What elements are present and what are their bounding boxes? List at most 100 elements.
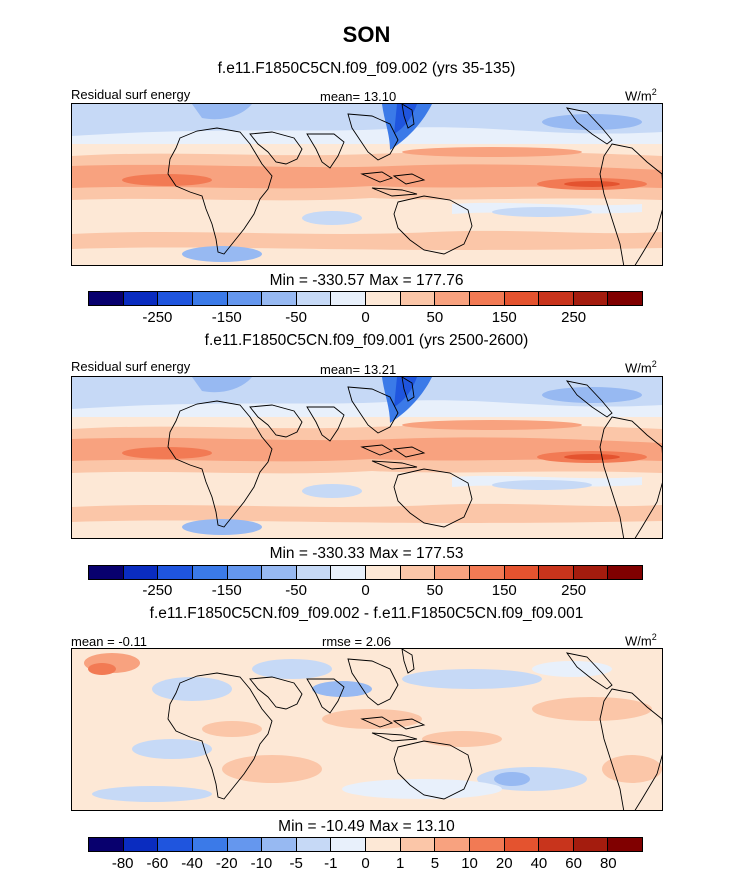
colorbar-swatch — [89, 292, 124, 305]
colorbar-swatch — [366, 292, 401, 305]
field-region — [322, 709, 422, 729]
colorbar-tick-label: 10 — [461, 855, 478, 872]
coastline — [360, 716, 426, 742]
colorbar-swatch — [608, 566, 642, 579]
colorbar-tick-label: 80 — [599, 855, 617, 872]
panel-1-mean-label: mean= 13.10 — [320, 89, 397, 104]
field-region — [402, 147, 582, 157]
panel-2-subtitle: f.e11.F1850C5CN.f09_f09.001 (yrs 2500-26… — [204, 332, 529, 349]
field-region — [72, 520, 662, 538]
panel-3-mean-label: mean = -0.11 — [71, 634, 148, 649]
coastline — [167, 127, 273, 255]
coastline — [306, 133, 345, 169]
colorbar-swatch — [539, 566, 574, 579]
coastline — [249, 676, 303, 710]
field-region — [132, 739, 212, 759]
coastline — [360, 444, 426, 470]
colorbar-swatch — [608, 292, 642, 305]
colorbar-tick-label: 150 — [491, 309, 517, 326]
colorbar-swatch — [469, 838, 505, 851]
field-region — [492, 480, 592, 490]
colorbar-swatch — [469, 292, 505, 305]
coastline — [249, 404, 303, 438]
colorbar-tick-label: -150 — [211, 309, 242, 326]
field-region — [342, 779, 502, 799]
colorbar-swatch — [539, 838, 574, 851]
colorbar-swatch — [504, 838, 540, 851]
field-region — [202, 721, 262, 737]
field-region — [382, 377, 432, 423]
field-region — [302, 211, 362, 225]
field-region — [494, 772, 530, 786]
field-region — [564, 181, 620, 187]
field-region — [122, 174, 212, 186]
field-region — [564, 454, 620, 460]
map-field-svg — [72, 104, 662, 265]
field-region — [382, 104, 432, 150]
colorbar-swatch — [296, 566, 332, 579]
coastline — [167, 400, 273, 528]
colorbar-tick-label: -250 — [142, 582, 173, 599]
colorbar-tick-label: -10 — [250, 855, 273, 872]
field-region — [394, 104, 417, 134]
colorbar-swatch — [192, 292, 228, 305]
colorbar-tick-label: 60 — [565, 855, 582, 872]
panel-3-colorbar — [88, 837, 643, 852]
coastline — [360, 171, 426, 197]
colorbar-swatch — [435, 292, 470, 305]
field-region — [72, 247, 662, 265]
panel-3-minmax: Min = -10.49 Max = 13.10 — [278, 818, 455, 835]
panel-3-units: W/m2 — [625, 632, 657, 649]
coastline — [306, 406, 345, 442]
coastline — [599, 688, 662, 810]
colorbar-tick-label: 40 — [530, 855, 548, 872]
field-region — [492, 207, 592, 217]
colorbar-swatch — [331, 838, 366, 851]
colorbar-swatch — [539, 292, 574, 305]
field-region — [92, 786, 212, 802]
field-region — [182, 519, 262, 535]
panel-2-mean-label: mean= 13.21 — [320, 362, 397, 377]
coastline — [565, 652, 613, 690]
colorbar-swatch — [435, 838, 470, 851]
colorbar-swatch — [262, 292, 297, 305]
panel-3-map — [71, 648, 663, 811]
colorbar-tick-label: -20 — [215, 855, 238, 872]
field-region — [182, 246, 262, 262]
colorbar-tick-label: -1 — [324, 855, 338, 872]
colorbar-swatch — [331, 292, 366, 305]
colorbar-swatch — [573, 838, 609, 851]
panel-2-minmax: Min = -330.33 Max = 177.53 — [269, 545, 464, 562]
field-region — [542, 387, 642, 403]
colorbar-tick-label: -60 — [146, 855, 169, 872]
colorbar-swatch — [504, 292, 540, 305]
field-region — [602, 755, 662, 783]
colorbar-swatch — [89, 838, 124, 851]
colorbar-swatch — [296, 292, 332, 305]
colorbar-swatch — [366, 566, 401, 579]
colorbar-swatch — [89, 566, 124, 579]
panel-1-minmax: Min = -330.57 Max = 177.76 — [269, 272, 464, 289]
colorbar-swatch — [123, 566, 159, 579]
colorbar-tick-label: 150 — [491, 582, 517, 599]
colorbar-tick-label: -40 — [181, 855, 203, 872]
panel-2-map — [71, 376, 663, 539]
colorbar-swatch — [123, 838, 159, 851]
field-region — [394, 377, 417, 407]
colorbar-swatch — [158, 566, 193, 579]
colorbar-tick-label: 0 — [361, 582, 370, 599]
colorbar-swatch — [435, 566, 470, 579]
figure-title: SON — [342, 22, 391, 47]
colorbar-swatch — [192, 566, 228, 579]
coastline — [249, 131, 303, 165]
colorbar-swatch — [366, 838, 401, 851]
colorbar-swatch — [158, 292, 193, 305]
colorbar-swatch — [331, 566, 366, 579]
map-field-svg — [72, 377, 662, 538]
colorbar-swatch — [469, 566, 505, 579]
colorbar-swatch — [573, 566, 609, 579]
panel-2-colorbar — [88, 565, 643, 580]
colorbar-tick-label: 250 — [561, 309, 587, 326]
panel-3-colorbar-ticks: -80 -60 -40 -20 -10 -5 -1 0 1 5 10 20 40 60 80 — [88, 855, 643, 873]
coastline — [599, 143, 662, 265]
